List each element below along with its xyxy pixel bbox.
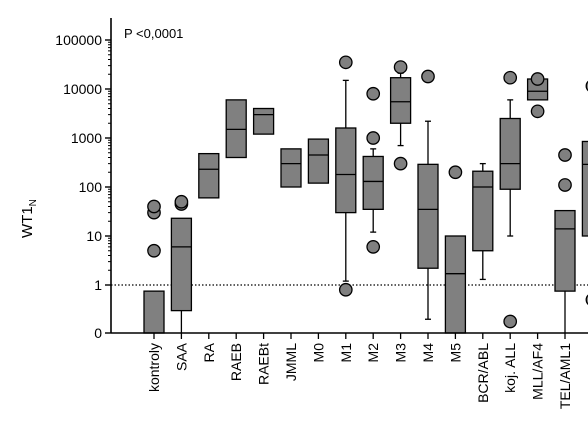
y-tick-label: 0 bbox=[94, 325, 102, 341]
iqr-box bbox=[335, 127, 357, 214]
box-m5 bbox=[444, 165, 467, 334]
box-m0 bbox=[307, 138, 330, 184]
iqr-box bbox=[198, 152, 220, 199]
iqr-box bbox=[499, 117, 521, 190]
iqr-box bbox=[472, 170, 494, 252]
outlier-point bbox=[558, 178, 572, 192]
box-t-all bbox=[581, 80, 588, 305]
iqr-box bbox=[417, 163, 439, 269]
y-axis-title-main: WT1 bbox=[19, 206, 36, 238]
box-mll-af4 bbox=[526, 72, 549, 119]
iqr-box bbox=[389, 77, 412, 124]
x-tick-label: M1 bbox=[338, 343, 354, 363]
outlier-point bbox=[448, 165, 463, 180]
box-bcr-abl bbox=[472, 162, 494, 281]
iqr-box bbox=[143, 290, 165, 334]
iqr-box bbox=[554, 209, 576, 292]
outlier-point bbox=[366, 240, 381, 254]
iqr-box bbox=[581, 140, 588, 237]
iqr-box bbox=[170, 217, 193, 312]
box-raebt bbox=[252, 107, 275, 135]
x-tick-label: TEL/AML1 bbox=[557, 343, 573, 409]
iqr-box bbox=[444, 235, 467, 334]
box-kontroly bbox=[143, 199, 165, 334]
p-value-annotation: P <0,0001 bbox=[124, 26, 183, 41]
x-tick-label: T-ALL bbox=[584, 343, 588, 381]
iqr-box bbox=[362, 155, 384, 210]
box-raeb bbox=[225, 99, 247, 159]
outlier-point bbox=[338, 282, 353, 297]
y-tick-label: 10 bbox=[86, 228, 102, 244]
box-jmml bbox=[280, 148, 302, 188]
outlier-point bbox=[174, 194, 189, 209]
box-koj-all bbox=[499, 70, 521, 329]
x-tick-label: M3 bbox=[393, 343, 409, 363]
box-m1 bbox=[335, 55, 357, 297]
outlier-point bbox=[147, 199, 161, 214]
outlier-point bbox=[338, 55, 353, 70]
x-tick-label: kontroly bbox=[146, 343, 162, 392]
x-tick-label: RAEBt bbox=[256, 343, 272, 385]
y-tick-label: 10000 bbox=[63, 81, 102, 97]
x-tick-label: RAEB bbox=[228, 343, 244, 381]
y-axis-title-subscript: N bbox=[28, 199, 39, 206]
y-tick-label: 1 bbox=[94, 277, 102, 293]
box-m2 bbox=[362, 86, 384, 254]
outlier-point bbox=[421, 69, 435, 84]
iqr-box bbox=[307, 138, 330, 184]
x-tick-label: RA bbox=[201, 342, 217, 362]
boxes-layer bbox=[143, 55, 588, 334]
outlier-point bbox=[503, 70, 518, 85]
y-tick-label: 100000 bbox=[55, 32, 102, 48]
outlier-point bbox=[530, 104, 545, 119]
x-tick-label: M4 bbox=[420, 343, 436, 363]
outlier-point bbox=[530, 72, 545, 86]
x-tick-label: M2 bbox=[365, 343, 381, 363]
y-axis-title: WT1N bbox=[19, 199, 39, 238]
axes-layer bbox=[110, 18, 588, 334]
outlier-point bbox=[393, 60, 408, 74]
outlier-point bbox=[366, 131, 381, 145]
x-tick-label: MLL/AF4 bbox=[530, 343, 546, 400]
outlier-point bbox=[366, 86, 381, 101]
outlier-point bbox=[503, 314, 518, 329]
x-tick-label: SAA bbox=[173, 342, 189, 371]
x-tick-label: M5 bbox=[447, 343, 463, 363]
iqr-box bbox=[252, 107, 275, 135]
outlier-point bbox=[147, 243, 161, 258]
iqr-box bbox=[225, 99, 247, 159]
x-ticks-layer: kontroly SAA RA RAEB RAEBt JMML M0 M1 M2 M3 M4 M5 BC… bbox=[146, 333, 588, 409]
outlier-point bbox=[393, 156, 408, 171]
x-tick-label: M0 bbox=[310, 343, 326, 363]
outlier-point bbox=[558, 148, 572, 162]
box-saa bbox=[170, 194, 193, 333]
x-tick-label: BCR/ABL bbox=[475, 343, 491, 403]
y-ticks-layer: 0 1 10 100 1000 10000 100000 bbox=[55, 32, 111, 341]
y-tick-label: 1000 bbox=[71, 130, 102, 146]
x-tick-label: koj. ALL bbox=[502, 343, 518, 393]
box-m3 bbox=[389, 60, 412, 171]
x-tick-label: JMML bbox=[283, 343, 299, 381]
iqr-box bbox=[280, 148, 302, 188]
box-ra bbox=[198, 152, 220, 199]
box-tel-aml1 bbox=[554, 148, 576, 333]
box-m4 bbox=[417, 69, 439, 320]
y-tick-label: 100 bbox=[79, 179, 103, 195]
